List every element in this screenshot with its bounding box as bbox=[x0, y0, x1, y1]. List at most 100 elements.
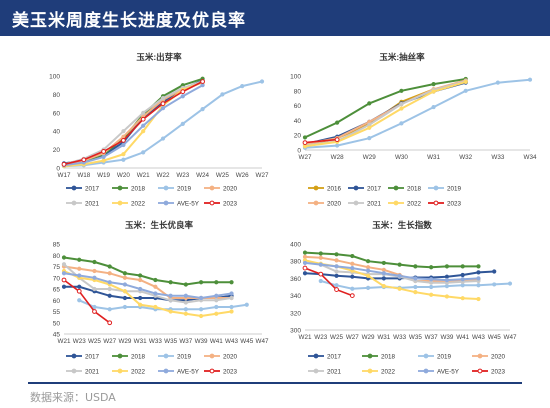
x-tick-label: W47 bbox=[504, 334, 517, 341]
data-point-2020 bbox=[107, 271, 112, 276]
data-point-2017 bbox=[444, 274, 450, 279]
data-point-2018 bbox=[122, 271, 128, 276]
data-point-2017 bbox=[350, 274, 355, 279]
data-point-2018 bbox=[168, 280, 173, 285]
data-point-2018 bbox=[431, 82, 436, 87]
data-point-2021 bbox=[168, 298, 173, 303]
data-point-2021 bbox=[107, 286, 112, 292]
data-point-2018 bbox=[413, 264, 418, 269]
data-point-2018 bbox=[61, 255, 67, 260]
legend-marker-2018 bbox=[117, 185, 123, 191]
data-point-2022 bbox=[365, 273, 371, 278]
legend-marker-2019 bbox=[433, 185, 439, 191]
data-point-2019 bbox=[460, 283, 465, 288]
legend-marker-2020 bbox=[477, 353, 483, 359]
legend-label-2021: 2021 bbox=[367, 200, 382, 207]
legend-marker-2019 bbox=[163, 353, 169, 359]
legend-marker-2018 bbox=[117, 353, 123, 359]
data-point-2021 bbox=[141, 110, 146, 115]
legend-marker-2021 bbox=[313, 368, 319, 374]
data-point-2020 bbox=[365, 265, 371, 270]
legend-marker-2017 bbox=[353, 185, 359, 191]
data-point-2022 bbox=[121, 152, 126, 157]
data-point-2019 bbox=[495, 80, 500, 85]
x-tick-label: W45 bbox=[488, 334, 501, 341]
data-point-2019 bbox=[463, 88, 468, 93]
data-point-2018 bbox=[399, 88, 404, 93]
data-point-2023 bbox=[81, 157, 87, 163]
data-point-2019 bbox=[141, 150, 146, 155]
series-line-2023 bbox=[63, 279, 111, 324]
legend-marker-2016 bbox=[313, 185, 319, 191]
data-point-2022 bbox=[381, 284, 386, 289]
data-point-AVE-5Y bbox=[381, 271, 386, 276]
x-tick-label: W25 bbox=[216, 172, 229, 179]
data-point-AVE-5Y bbox=[61, 271, 67, 276]
data-point-AVE-5Y bbox=[229, 291, 234, 296]
x-tick-label: W47 bbox=[256, 338, 269, 345]
data-point-2022 bbox=[460, 296, 465, 301]
data-point-AVE-5Y bbox=[318, 262, 323, 267]
x-tick-label: W34 bbox=[524, 154, 537, 161]
x-tick-label: W39 bbox=[440, 334, 453, 341]
data-point-2018 bbox=[350, 253, 355, 259]
y-tick-label: 300 bbox=[290, 328, 301, 335]
legend-label-2017: 2017 bbox=[85, 353, 100, 360]
data-point-2022 bbox=[431, 89, 436, 94]
data-point-2022 bbox=[429, 292, 434, 297]
x-tick-label: W39 bbox=[195, 338, 208, 345]
series-line-2021 bbox=[304, 80, 466, 147]
data-point-2019 bbox=[492, 282, 497, 287]
data-point-2019 bbox=[244, 302, 249, 307]
data-point-AVE-5Y bbox=[302, 260, 308, 266]
series-line-2022 bbox=[304, 80, 466, 148]
data-point-2021 bbox=[429, 280, 434, 285]
x-tick-label: W27 bbox=[103, 338, 116, 345]
x-tick-label: W35 bbox=[409, 334, 422, 341]
legend-label-2018: 2018 bbox=[131, 185, 146, 192]
legend-marker-2020 bbox=[313, 200, 319, 206]
x-tick-label: W23 bbox=[176, 172, 189, 179]
data-point-2022 bbox=[153, 304, 158, 310]
legend-marker-2020 bbox=[209, 353, 215, 359]
data-point-2023 bbox=[140, 116, 146, 122]
legend-label-2019: 2019 bbox=[177, 185, 192, 192]
data-point-2019 bbox=[122, 304, 128, 310]
data-point-2019 bbox=[334, 283, 339, 288]
x-tick-label: W33 bbox=[149, 338, 162, 345]
data-point-2019 bbox=[413, 284, 418, 290]
source-note: 数据来源：USDA bbox=[30, 391, 116, 404]
data-point-2017 bbox=[302, 271, 308, 276]
data-point-2019 bbox=[367, 136, 372, 141]
data-point-AVE-5Y bbox=[350, 265, 355, 271]
data-point-2017 bbox=[138, 295, 143, 301]
data-point-2018 bbox=[318, 251, 323, 256]
x-tick-label: W33 bbox=[491, 154, 504, 161]
legend-marker-AVE-5Y bbox=[163, 200, 169, 206]
header-bar: 美玉米周度生长进度及优良率 bbox=[0, 0, 550, 36]
legend-label-2023: 2023 bbox=[491, 368, 506, 375]
x-tick-label: W43 bbox=[472, 334, 485, 341]
data-point-AVE-5Y bbox=[138, 286, 143, 292]
data-point-2021 bbox=[229, 295, 234, 301]
data-point-2022 bbox=[463, 79, 468, 85]
data-point-2019 bbox=[507, 281, 513, 286]
data-point-2023 bbox=[160, 101, 166, 106]
data-point-2023 bbox=[318, 271, 324, 277]
data-point-2023 bbox=[76, 288, 82, 294]
chart-panel-2: 玉米：生长优良率 45 50 55 60 65 70 75 80 85 W21 W23 W25 W27 W2… bbox=[53, 220, 269, 375]
legend-label-2018: 2018 bbox=[407, 185, 422, 192]
data-point-2019 bbox=[350, 286, 355, 291]
data-point-AVE-5Y bbox=[107, 280, 112, 285]
data-point-2017 bbox=[77, 284, 82, 289]
data-point-2019 bbox=[399, 121, 404, 126]
data-point-2019 bbox=[527, 77, 533, 82]
data-point-2017 bbox=[476, 270, 481, 275]
data-point-2017 bbox=[122, 295, 128, 301]
data-point-2021 bbox=[160, 95, 166, 101]
y-tick-label: 55 bbox=[53, 309, 61, 316]
data-point-2022 bbox=[476, 296, 481, 302]
data-point-2022 bbox=[141, 129, 146, 134]
data-point-2022 bbox=[214, 311, 219, 316]
data-point-2023 bbox=[101, 149, 106, 154]
